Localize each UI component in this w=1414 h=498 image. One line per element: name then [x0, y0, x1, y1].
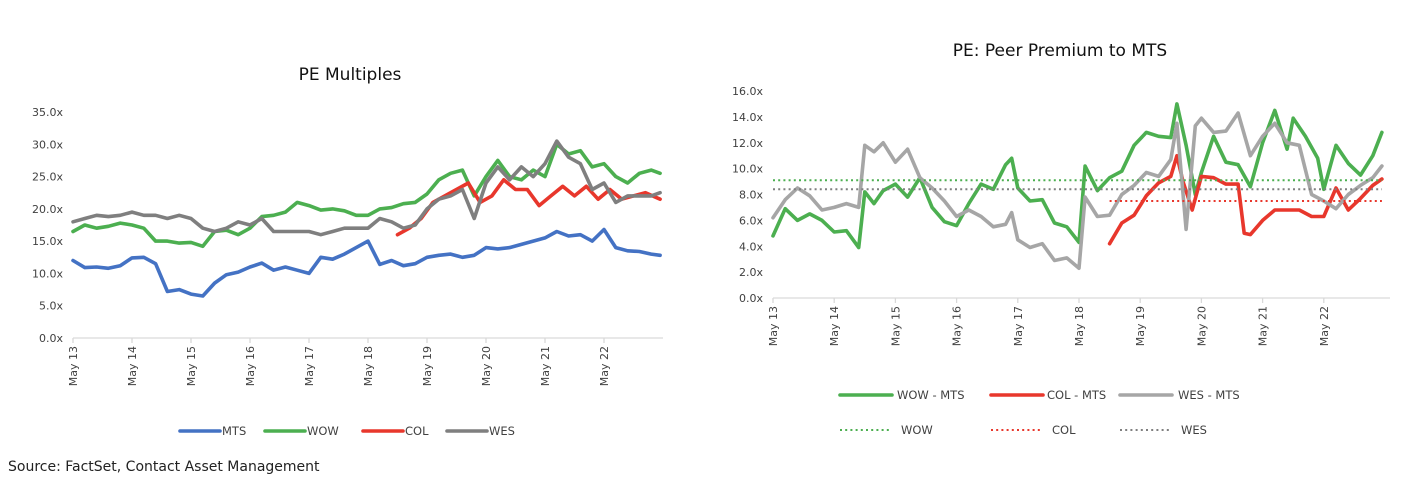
series-line-wes-mts	[771, 111, 1384, 271]
legend-label-wow: WOW	[307, 424, 339, 438]
x-tick-label: May 20	[480, 346, 493, 386]
y-tick-label: 25.0x	[32, 171, 63, 184]
x-axis: May 13 May 14 May 15 May 16 May 17 May 18 May …	[767, 297, 1390, 346]
y-tick-label: 12.0x	[732, 137, 763, 150]
legend-label-wes-mts: WES - MTS	[1178, 388, 1240, 402]
legend-label-col: COL	[1052, 423, 1076, 437]
y-tick-label: 6.0x	[739, 214, 763, 227]
x-tick-label: May 19	[1134, 306, 1147, 346]
y-tick-label: 14.0x	[732, 111, 763, 124]
y-tick-label: 0.0x	[739, 292, 763, 305]
pe-multiples-chart: PE Multiples 0.0x 5.0x 10.0x 15.0x 20.0x 25.0…	[32, 65, 663, 438]
x-tick-label: May 14	[126, 346, 139, 386]
legend: MTS WOW COL WES	[178, 424, 515, 438]
series-line-mts	[71, 227, 662, 298]
y-tick-label: 5.0x	[39, 300, 63, 313]
y-tick-label: 10.0x	[732, 163, 763, 176]
x-axis: May 13 May 14 May 15 May 16 May 17 May 18 May …	[67, 337, 663, 386]
legend-label-wow: WOW	[901, 423, 933, 437]
chart-title: PE Multiples	[299, 65, 402, 85]
series-line-col-mts	[1107, 153, 1384, 246]
x-tick-label: May 16	[244, 346, 257, 386]
series-line-wes	[71, 139, 662, 237]
x-tick-label: May 20	[1195, 306, 1208, 346]
x-tick-label: May 15	[889, 306, 902, 346]
y-tick-label: 15.0x	[32, 235, 63, 248]
x-tick-label: May 21	[1257, 306, 1270, 346]
y-tick-label: 35.0x	[32, 106, 63, 119]
y-axis-ticks: 0.0x 5.0x 10.0x 15.0x 20.0x 25.0x 30.0x 35.0x	[32, 106, 63, 345]
legend-label-col: COL	[405, 424, 429, 438]
y-tick-label: 10.0x	[32, 267, 63, 280]
y-tick-label: 30.0x	[32, 138, 63, 151]
chart-title: PE: Peer Premium to MTS	[953, 41, 1167, 61]
y-tick-label: 20.0x	[32, 203, 63, 216]
y-axis-ticks: 0.0x 2.0x 4.0x 6.0x 8.0x 10.0x 12.0x 14.0x 16.0x	[732, 85, 763, 305]
peer-premium-chart: PE: Peer Premium to MTS 0.0x 2.0x 4.0x 6.0x…	[732, 41, 1390, 437]
series-line-wow-mts	[771, 102, 1384, 250]
x-tick-label: May 14	[828, 306, 841, 346]
x-tick-label: May 22	[1318, 306, 1331, 346]
y-tick-label: 4.0x	[739, 240, 763, 253]
x-tick-label: May 18	[1073, 306, 1086, 346]
series-line-col	[395, 178, 662, 237]
legend: WOW - MTS COL - MTS WES - MTS WOW COL WES	[838, 388, 1240, 437]
plot-lines	[771, 102, 1384, 271]
x-tick-label: May 21	[539, 346, 552, 386]
x-tick-label: May 22	[598, 346, 611, 386]
x-tick-label: May 19	[421, 346, 434, 386]
source-note: Source: FactSet, Contact Asset Managemen…	[8, 459, 320, 475]
x-tick-label: May 16	[951, 306, 964, 346]
legend-label-wow-mts: WOW - MTS	[897, 388, 965, 402]
y-tick-label: 0.0x	[39, 332, 63, 345]
x-tick-label: May 13	[767, 306, 780, 346]
x-tick-label: May 15	[185, 346, 198, 386]
legend-label-col-mts: COL - MTS	[1047, 388, 1106, 402]
x-tick-label: May 18	[362, 346, 375, 386]
plot-lines	[71, 139, 662, 298]
legend-label-wes: WES	[1181, 423, 1207, 437]
x-tick-label: May 13	[67, 346, 80, 386]
y-tick-label: 2.0x	[739, 266, 763, 279]
y-tick-label: 16.0x	[732, 85, 763, 98]
y-tick-label: 8.0x	[739, 189, 763, 202]
legend-label-mts: MTS	[222, 424, 246, 438]
x-tick-label: May 17	[1012, 306, 1025, 346]
x-tick-label: May 17	[303, 346, 316, 386]
legend-label-wes: WES	[489, 424, 515, 438]
